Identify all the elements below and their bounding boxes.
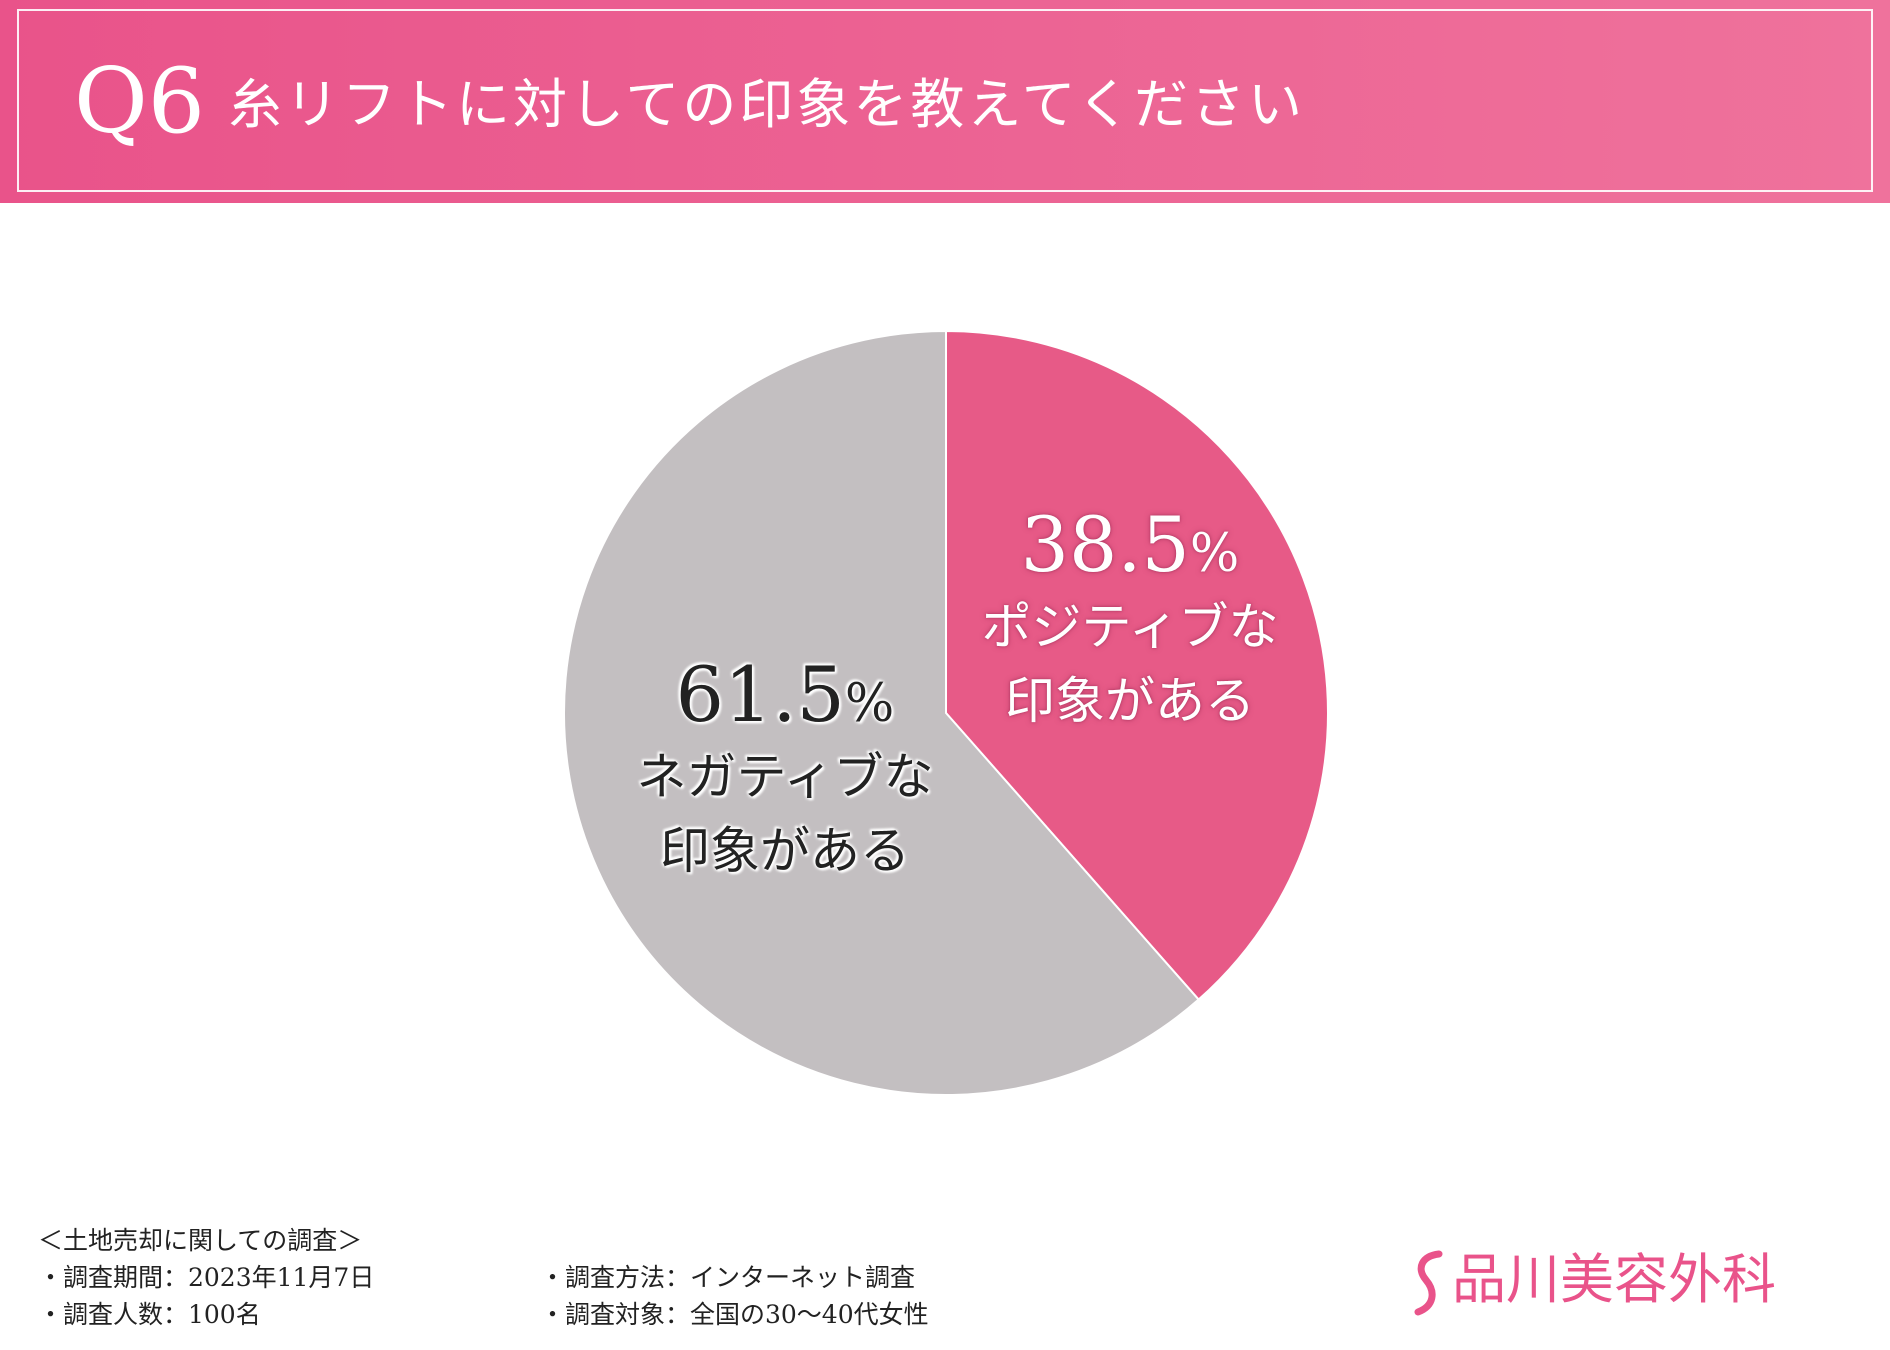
survey-period: ・調査期間：2023年11月7日 [38,1263,375,1292]
question-number: Q6 [74,49,206,154]
survey-info-right: ・調査方法：インターネット調査 ・調査対象：全国の30〜40代女性 [540,1259,929,1333]
slice-percent-negative: 61.5% [675,650,895,739]
slice-desc-line1-positive: ポジティブな [981,598,1279,656]
s-mark-icon [1414,1250,1443,1316]
slice-label-negative: 61.5% ネガティブな 印象がある [600,650,970,888]
slice-desc-line2-negative: 印象がある [660,822,910,880]
slice-percent-positive: 38.5% [1020,500,1240,589]
header-frame [17,9,1873,192]
survey-target: ・調査対象：全国の30〜40代女性 [540,1300,929,1329]
slice-label-positive: 38.5% ポジティブな 印象がある [950,500,1310,738]
slice-desc-line2-positive: 印象がある [1005,672,1255,730]
survey-respondents: ・調査人数：100名 [38,1300,261,1329]
survey-title: ＜土地売却に関しての調査＞ [38,1226,363,1255]
survey-method: ・調査方法：インターネット調査 [540,1263,916,1292]
survey-info-left: ＜土地売却に関しての調査＞ ・調査期間：2023年11月7日 ・調査人数：100… [38,1222,374,1333]
pie-slice-negative [562,329,1201,1096]
brand-logo: 品川美容外科 [1412,1240,1776,1320]
pie-slice-positive [945,329,1329,1001]
header-banner: Q6 糸リフトに対しての印象を教えてください [0,0,1890,203]
slice-desc-line1-negative: ネガティブな [636,748,934,806]
brand-name: 品川美容外科 [1452,1248,1776,1311]
question-text: 糸リフトに対しての印象を教えてください [228,73,1306,136]
